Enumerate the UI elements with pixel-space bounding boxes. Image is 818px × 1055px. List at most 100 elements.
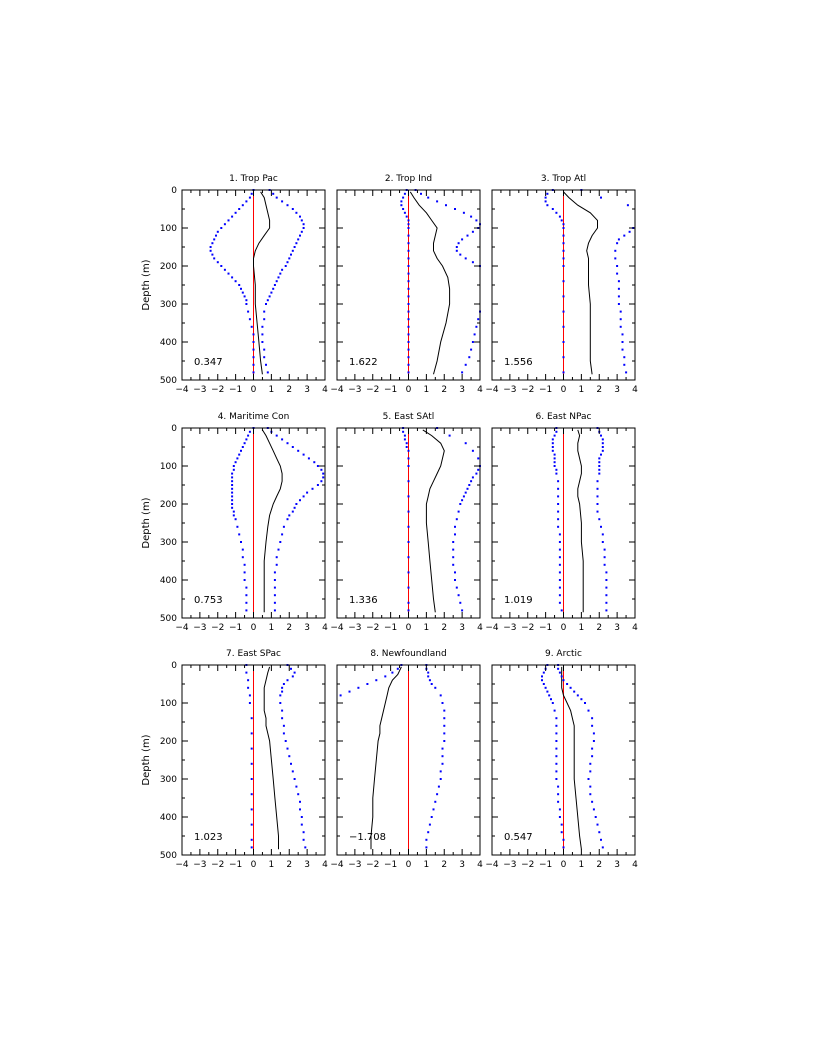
spread-point — [320, 480, 323, 483]
spread-point — [542, 671, 545, 674]
spread-point — [403, 434, 406, 437]
spread-point — [252, 348, 255, 351]
spread-point — [297, 449, 300, 452]
y-tick-label: 100 — [160, 462, 177, 472]
spread-point — [272, 192, 275, 195]
y-tick-label: 500 — [160, 851, 177, 861]
x-tick-label: −1 — [229, 385, 242, 395]
spread-point — [407, 234, 410, 237]
x-tick-label: −4 — [485, 860, 499, 870]
spread-point — [601, 438, 604, 441]
spread-point — [234, 280, 237, 283]
spread-point — [248, 694, 251, 697]
spread-point — [553, 457, 556, 460]
spread-point — [580, 698, 583, 701]
x-tick-label: 4 — [322, 860, 328, 870]
spread-point — [250, 793, 253, 796]
spread-point — [558, 541, 561, 543]
spread-point — [275, 434, 278, 437]
spread-point — [558, 586, 561, 589]
spread-point — [231, 495, 234, 498]
spread-point — [470, 348, 473, 351]
spread-point — [375, 679, 378, 682]
spread-point — [232, 510, 235, 513]
spread-point — [252, 363, 255, 366]
mean-profile-line — [561, 666, 582, 850]
spread-point — [299, 800, 301, 803]
x-tick-label: −4 — [330, 385, 344, 395]
spread-point — [598, 518, 601, 521]
x-tick-label: 0 — [251, 860, 257, 870]
spread-point — [252, 341, 255, 343]
spread-point — [619, 325, 622, 328]
spread-point — [250, 762, 253, 765]
spread-point — [560, 831, 563, 834]
spread-point — [441, 702, 444, 704]
spread-point — [452, 563, 455, 566]
spread-point — [443, 717, 446, 720]
spread-point — [302, 838, 305, 841]
spread-point — [576, 694, 579, 697]
spread-point — [281, 533, 284, 536]
spread-point — [603, 556, 606, 559]
spread-point — [320, 468, 323, 471]
panel-annotation: −1.708 — [349, 832, 386, 843]
spread-point — [598, 831, 601, 834]
spread-point — [617, 280, 620, 283]
spread-point — [240, 287, 242, 290]
spread-point — [555, 778, 558, 780]
spread-point — [231, 503, 234, 505]
x-tick-label: −2 — [211, 860, 224, 870]
spread-point — [215, 234, 217, 237]
spread-point — [558, 571, 561, 574]
spread-point — [275, 556, 278, 559]
spread-point — [273, 601, 276, 604]
spread-point — [234, 461, 237, 464]
spread-point — [605, 571, 608, 574]
spread-point — [407, 333, 410, 336]
spread-point — [462, 495, 465, 498]
spread-point — [300, 816, 303, 818]
x-tick-label: −3 — [348, 385, 361, 395]
spread-point — [286, 679, 289, 682]
spread-point — [558, 594, 561, 597]
spread-point — [402, 208, 405, 210]
spread-point — [544, 200, 547, 203]
spread-point — [566, 683, 569, 685]
x-tick-label: 2 — [441, 623, 447, 633]
panel-title: 9. Arctic — [545, 649, 582, 659]
spread-point — [436, 200, 439, 203]
spread-point — [461, 609, 464, 612]
spread-point — [621, 348, 624, 351]
spread-point — [461, 238, 464, 241]
spread-point — [366, 683, 369, 685]
x-tick-label: 1 — [269, 385, 275, 395]
spread-point — [384, 675, 387, 678]
spread-point — [263, 348, 266, 351]
x-tick-label: −4 — [485, 385, 499, 395]
spread-point — [243, 295, 246, 298]
spread-point — [311, 487, 314, 490]
x-tick-label: 2 — [286, 623, 292, 633]
spread-point — [471, 341, 474, 343]
x-tick-label: −3 — [193, 860, 206, 870]
x-tick-label: 0 — [251, 623, 257, 633]
spread-point — [297, 793, 300, 796]
spread-point — [562, 249, 565, 252]
spread-point — [428, 823, 431, 826]
spread-point — [557, 793, 560, 796]
spread-point — [407, 348, 410, 351]
x-tick-label: 1 — [579, 385, 585, 395]
spread-point — [623, 356, 626, 359]
spread-point — [601, 449, 604, 452]
spread-point — [551, 442, 554, 445]
spread-point — [621, 333, 624, 336]
spread-point — [405, 446, 408, 448]
spread-point — [238, 208, 241, 210]
spread-point — [407, 272, 410, 275]
spread-point — [468, 356, 471, 359]
spread-point — [544, 196, 547, 199]
panel-annotation: 0.753 — [194, 595, 223, 606]
spread-point — [403, 438, 406, 441]
x-tick-label: 0 — [561, 860, 567, 870]
